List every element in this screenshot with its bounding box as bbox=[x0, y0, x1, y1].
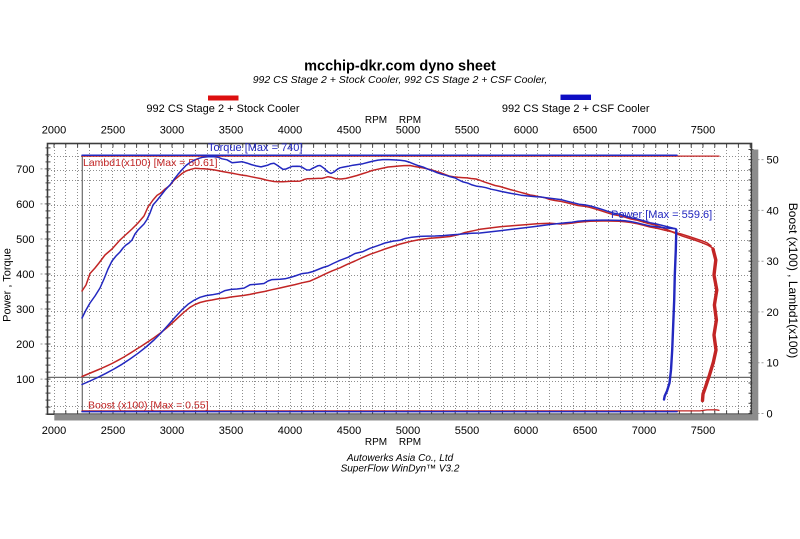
svg-text:300: 300 bbox=[16, 304, 34, 316]
svg-text:0: 0 bbox=[767, 409, 773, 421]
svg-text:Boost (x100) , Lambd1(x100): Boost (x100) , Lambd1(x100) bbox=[786, 203, 800, 358]
svg-text:Torque [Max = 740]: Torque [Max = 740] bbox=[208, 142, 302, 154]
svg-text:RPM: RPM bbox=[365, 437, 387, 448]
svg-text:2500: 2500 bbox=[101, 125, 125, 137]
svg-text:3000: 3000 bbox=[160, 425, 184, 437]
svg-text:6000: 6000 bbox=[514, 125, 538, 137]
svg-text:7500: 7500 bbox=[691, 125, 715, 137]
svg-text:SuperFlow WinDyn™ V3.2: SuperFlow WinDyn™ V3.2 bbox=[341, 464, 460, 475]
svg-text:RPM: RPM bbox=[365, 115, 387, 126]
svg-text:2000: 2000 bbox=[42, 125, 66, 137]
svg-text:4500: 4500 bbox=[337, 125, 361, 137]
svg-text:200: 200 bbox=[16, 339, 34, 351]
svg-text:Lambd1(x100) [Max = 50.61]: Lambd1(x100) [Max = 50.61] bbox=[83, 157, 218, 169]
svg-text:Power , Torque: Power , Torque bbox=[2, 248, 14, 322]
svg-text:10: 10 bbox=[767, 358, 779, 370]
svg-text:3500: 3500 bbox=[219, 125, 243, 137]
svg-text:700: 700 bbox=[16, 164, 34, 176]
svg-text:3000: 3000 bbox=[160, 125, 184, 137]
svg-text:50: 50 bbox=[767, 155, 779, 167]
svg-text:RPM: RPM bbox=[399, 115, 421, 126]
svg-text:Power [Max = 559.6]: Power [Max = 559.6] bbox=[611, 209, 712, 221]
svg-text:5000: 5000 bbox=[396, 425, 420, 437]
svg-text:400: 400 bbox=[16, 269, 34, 281]
svg-text:4000: 4000 bbox=[278, 425, 302, 437]
svg-text:2000: 2000 bbox=[42, 425, 66, 437]
svg-text:Autowerks Asia Co., Ltd: Autowerks Asia Co., Ltd bbox=[346, 453, 454, 464]
svg-text:100: 100 bbox=[16, 374, 34, 386]
svg-text:3500: 3500 bbox=[219, 425, 243, 437]
svg-text:7000: 7000 bbox=[632, 425, 656, 437]
svg-text:7500: 7500 bbox=[691, 425, 715, 437]
svg-text:6500: 6500 bbox=[573, 125, 597, 137]
svg-text:4000: 4000 bbox=[278, 125, 302, 137]
svg-text:600: 600 bbox=[16, 199, 34, 211]
svg-text:7000: 7000 bbox=[632, 125, 656, 137]
svg-text:992 CS Stage 2 + Stock Cooler: 992 CS Stage 2 + Stock Cooler bbox=[146, 103, 300, 115]
svg-text:6000: 6000 bbox=[514, 425, 538, 437]
svg-text:992 CS Stage 2 + Stock Cooler,: 992 CS Stage 2 + Stock Cooler, 992 CS St… bbox=[253, 74, 548, 86]
svg-text:2500: 2500 bbox=[101, 425, 125, 437]
svg-text:6500: 6500 bbox=[573, 425, 597, 437]
svg-text:20: 20 bbox=[767, 307, 779, 319]
svg-text:5000: 5000 bbox=[396, 125, 420, 137]
svg-text:5500: 5500 bbox=[455, 125, 479, 137]
svg-text:5500: 5500 bbox=[455, 425, 479, 437]
svg-text:RPM: RPM bbox=[399, 437, 421, 448]
svg-text:mcchip-dkr.com dyno sheet: mcchip-dkr.com dyno sheet bbox=[304, 59, 496, 75]
svg-text:40: 40 bbox=[767, 205, 779, 217]
svg-text:500: 500 bbox=[16, 234, 34, 246]
svg-text:30: 30 bbox=[767, 256, 779, 268]
svg-text:992 CS Stage 2 + CSF Cooler: 992 CS Stage 2 + CSF Cooler bbox=[502, 103, 650, 115]
svg-text:4500: 4500 bbox=[337, 425, 361, 437]
svg-text:Boost (x100) [Max = 0.55]: Boost (x100) [Max = 0.55] bbox=[88, 400, 209, 412]
